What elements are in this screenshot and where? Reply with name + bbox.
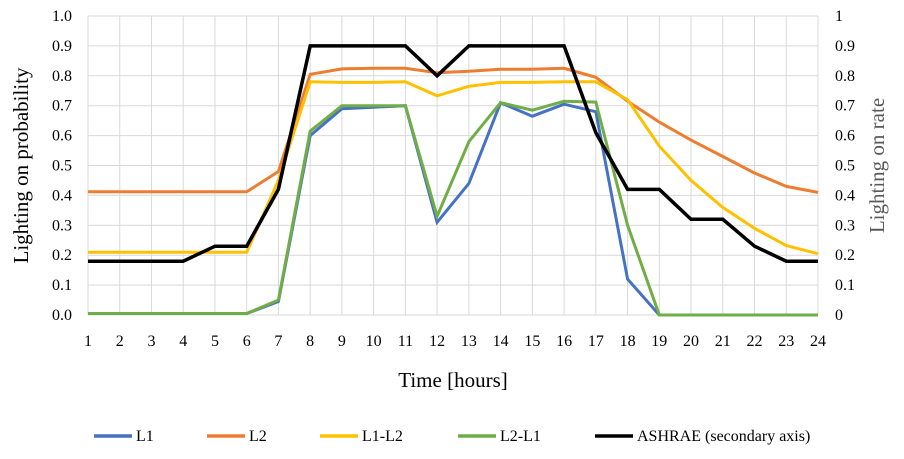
y2-tick-label: 0.8 — [835, 68, 855, 85]
tick-labels: 0.0 0.1 0.2 0.3 0.4 0.5 0.6 0.7 0.8 0.9 1.0 0 0.1 0.2… — [52, 8, 855, 350]
x-tick-label: 1 — [84, 333, 92, 350]
x-tick-label: 6 — [243, 333, 251, 350]
legend-label-4: ASHRAE (secondary axis) — [637, 428, 810, 445]
y-tick-label: 0.5 — [52, 158, 72, 175]
y-tick-label: 0.3 — [52, 217, 72, 234]
y-tick-label: 0.0 — [52, 307, 72, 324]
x-tick-label: 23 — [778, 333, 794, 350]
x-tick-label: 15 — [524, 333, 540, 350]
x-tick-label: 5 — [211, 333, 219, 350]
y2-tick-label: 0.4 — [835, 187, 855, 204]
y-tick-label: 0.7 — [52, 98, 72, 115]
x-tick-label: 16 — [556, 333, 572, 350]
x-tick-label: 8 — [306, 333, 314, 350]
x-tick-label: 12 — [429, 333, 445, 350]
series-line-3 — [88, 99, 818, 317]
y-tick-label: 0.6 — [52, 128, 72, 145]
x-tick-label: 19 — [651, 333, 667, 350]
x-tick-label: 22 — [747, 333, 763, 350]
series-line-2 — [88, 80, 819, 256]
y-tick-label: 0.1 — [52, 277, 72, 294]
y2-tick-label: 0.6 — [835, 128, 855, 145]
x-tick-label: 13 — [461, 333, 477, 350]
series-lines — [88, 44, 819, 317]
x-tick-label: 24 — [810, 333, 826, 350]
x-tick-label: 18 — [620, 333, 636, 350]
y2-tick-label: 0.7 — [835, 98, 855, 115]
legend: L1 L2 L1-L2 L2-L1 ASHRAE (secondary axis) — [94, 428, 810, 445]
y2-tick-label: 0.2 — [835, 247, 855, 264]
y2-tick-label: 0 — [835, 307, 843, 324]
x-axis-title: Time [hours] — [398, 368, 507, 392]
y-tick-label: 0.4 — [52, 187, 72, 204]
x-tick-label: 20 — [683, 333, 699, 350]
legend-label-3: L2-L1 — [500, 428, 541, 445]
x-tick-label: 21 — [715, 333, 731, 350]
x-tick-label: 7 — [274, 333, 282, 350]
x-tick-label: 2 — [116, 333, 124, 350]
y-axis-title: Lighting on probability — [9, 67, 33, 263]
x-tick-label: 11 — [398, 333, 413, 350]
legend-label-2: L1-L2 — [362, 428, 403, 445]
y2-tick-label: 0.5 — [835, 158, 855, 175]
y-tick-label: 0.9 — [52, 38, 72, 55]
series-line-0 — [88, 100, 818, 317]
x-tick-label: 17 — [588, 333, 604, 350]
legend-label-1: L2 — [249, 428, 267, 445]
legend-label-0: L1 — [136, 428, 154, 445]
y-tick-label: 0.2 — [52, 247, 72, 264]
y-tick-label: 0.8 — [52, 68, 72, 85]
y-tick-label: 1.0 — [52, 8, 72, 25]
x-tick-label: 9 — [338, 333, 346, 350]
y2-tick-label: 0.9 — [835, 38, 855, 55]
y2-tick-label: 0.1 — [835, 277, 855, 294]
y2-axis-title: Lighting on rate — [865, 98, 889, 233]
y2-tick-label: 0.3 — [835, 217, 855, 234]
x-tick-label: 10 — [366, 333, 382, 350]
series-line-4 — [88, 44, 818, 263]
x-tick-label: 14 — [493, 333, 509, 350]
y2-tick-label: 1 — [835, 8, 843, 25]
x-tick-label: 4 — [179, 333, 187, 350]
gridlines — [87, 15, 819, 316]
series-line-1 — [88, 66, 819, 194]
x-tick-label: 3 — [147, 333, 155, 350]
